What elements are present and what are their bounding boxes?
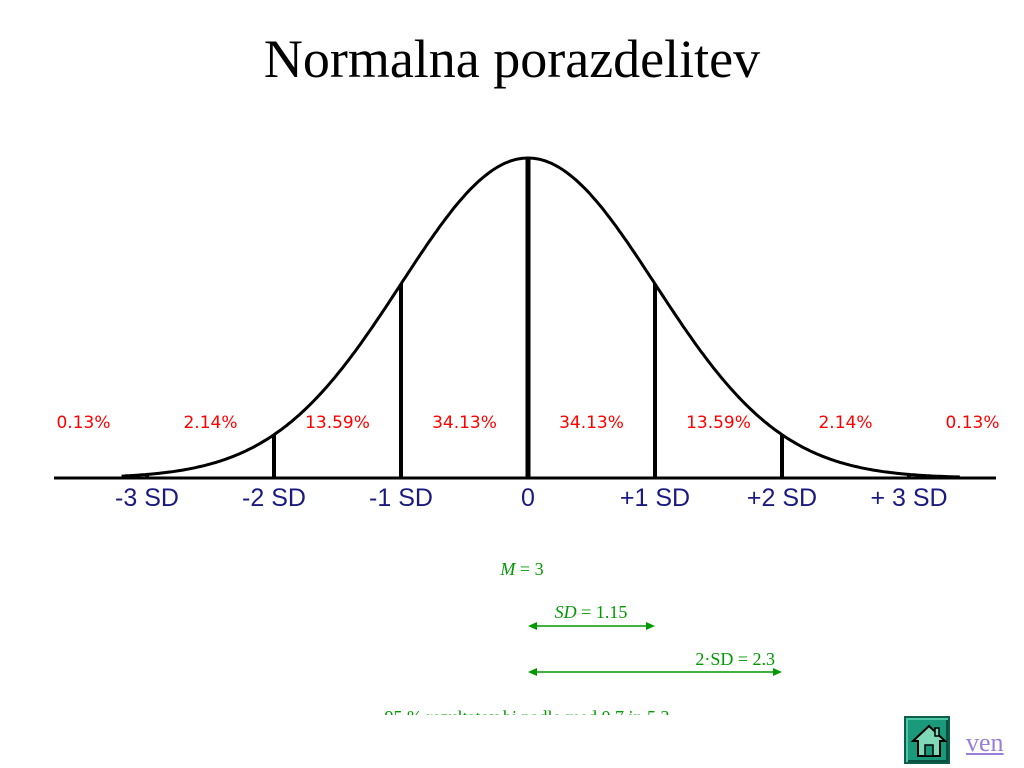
normal-distribution-chart: 0.13% 2.14% 13.59% 34.13% 34.13% 13.59% 2.14% 0… — [54, 156, 1000, 715]
band-label-6: 2.14% — [818, 413, 872, 433]
home-icon — [911, 724, 947, 757]
x-tick-label-5: +2 SD — [747, 484, 817, 512]
sd-label: SD = 1.15 — [555, 602, 628, 622]
two-sd-arrow-right-head — [773, 668, 782, 676]
home-button[interactable] — [904, 716, 950, 764]
sd-arrow-left-head — [528, 622, 537, 630]
range95-label: 95 % rezultatov bi padlo med 0.7 in 5.3 — [385, 707, 670, 715]
x-tick-label-2: -1 SD — [369, 484, 433, 512]
bell-curve — [121, 156, 960, 479]
band-label-5: 13.59% — [686, 413, 751, 433]
x-tick-label-0: -3 SD — [115, 484, 179, 512]
x-tick-label-3: 0 — [521, 484, 535, 512]
x-tick-label-4: +1 SD — [620, 484, 690, 512]
two-sd-arrow — [528, 668, 782, 676]
band-label-0: 0.13% — [56, 413, 110, 433]
sd-arrow-right-head — [646, 622, 655, 630]
mean-label: M = 3 — [499, 559, 543, 579]
slide-title: Normalna porazdelitev — [263, 29, 761, 89]
exit-link[interactable]: ven — [966, 728, 1004, 757]
two-sd-label: 2·SD = 2.3 — [695, 649, 775, 669]
two-sd-arrow-left-head — [528, 668, 537, 676]
band-label-7: 0.13% — [945, 413, 999, 433]
band-label-3: 34.13% — [432, 413, 497, 433]
sd-arrow — [528, 622, 655, 630]
x-tick-label-6: + 3 SD — [870, 484, 947, 512]
band-label-2: 13.59% — [305, 413, 370, 433]
band-label-4: 34.13% — [559, 413, 624, 433]
band-label-1: 2.14% — [183, 413, 237, 433]
x-tick-label-1: -2 SD — [242, 484, 306, 512]
